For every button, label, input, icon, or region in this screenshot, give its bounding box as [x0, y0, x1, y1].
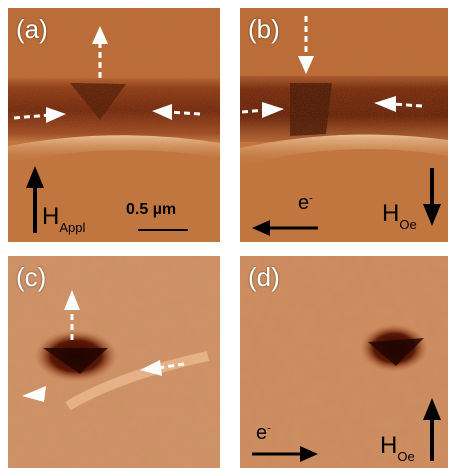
panel-b-image	[240, 8, 448, 242]
panel-c: (c)	[8, 256, 220, 468]
panel-d: (d) e- HOe	[240, 256, 448, 468]
panel-label: (d)	[248, 262, 280, 292]
panel-label: (a)	[16, 14, 48, 44]
panel-c-image	[8, 256, 220, 468]
arrow-up-icon	[423, 398, 441, 461]
arrow-right-icon	[252, 446, 318, 462]
dashed-arrow-icon	[22, 290, 185, 402]
dashed-arrow-icon	[13, 26, 201, 123]
panel-label: (b)	[248, 14, 280, 44]
arrow-up-icon	[26, 166, 188, 233]
panel-a: (a) HAppl 0.5 µm	[8, 8, 220, 242]
arrow-left-icon	[252, 220, 318, 236]
panel-b: (b) e- HOe	[240, 8, 448, 242]
electron-label: e-	[256, 422, 271, 444]
panel-a-image	[8, 8, 220, 242]
applied-field-label: HAppl	[42, 203, 86, 235]
scale-bar-label: 0.5 µm	[126, 201, 177, 218]
panel-d-image	[240, 256, 448, 468]
panel-label: (c)	[16, 262, 47, 292]
oersted-field-label: HOe	[382, 200, 417, 232]
electron-label: e-	[298, 192, 313, 214]
oersted-field-label: HOe	[380, 432, 415, 464]
dashed-arrow-icon	[241, 16, 423, 118]
arrow-down-icon	[423, 168, 441, 226]
